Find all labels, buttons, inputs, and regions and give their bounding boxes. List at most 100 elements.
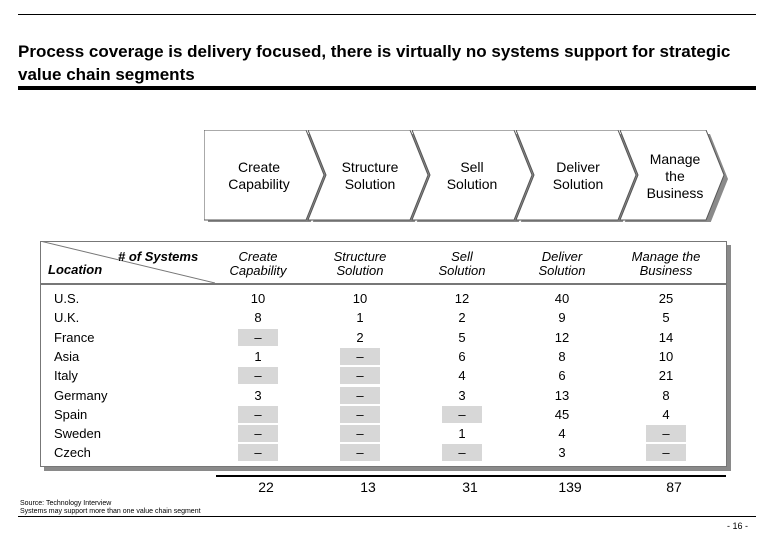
cell-value: –: [254, 445, 262, 460]
table-cell: –: [412, 405, 512, 424]
cell-value: 3: [558, 445, 566, 460]
table-cell: 10: [208, 289, 308, 308]
cell-value: 1: [458, 426, 466, 441]
cell-value: 10: [658, 349, 674, 364]
cell-value: 8: [662, 388, 670, 403]
table-cell: 8: [208, 308, 308, 327]
location-label: Spain: [54, 407, 88, 422]
col-header-structure-solution: Structure Solution: [333, 249, 387, 278]
table-cell: –: [310, 424, 410, 443]
table-cell: –: [310, 386, 410, 405]
location-axis-label: Location: [48, 262, 103, 277]
systems-axis-label: # of Systems: [118, 249, 199, 264]
location-label: Asia: [54, 349, 80, 364]
chevron-manage-business: Manage the Business: [646, 150, 704, 201]
table-cell: –: [310, 347, 410, 366]
source-line: Source: Technology Interview: [20, 500, 112, 507]
table-cell: –: [310, 366, 410, 385]
cell-value: 8: [254, 310, 262, 325]
table-cell: 4: [412, 366, 512, 385]
table-cell: –: [208, 366, 308, 385]
page-title: Process coverage is delivery focused, th…: [18, 42, 731, 84]
value-chain-chevrons: Create Capability Structure Solution Sel…: [204, 130, 732, 222]
cell-value: 2: [356, 330, 364, 345]
location-label: France: [54, 330, 95, 345]
location-label: U.S.: [54, 291, 80, 306]
table-cell: 5: [616, 308, 716, 327]
top-rule: [18, 14, 756, 15]
cell-value: 14: [658, 330, 674, 345]
cell-value: 1: [356, 310, 364, 325]
cell-value: 25: [658, 291, 674, 306]
cell-value: 13: [554, 388, 570, 403]
cell-value: –: [356, 445, 364, 460]
chevron-deliver-solution: Deliver Solution: [552, 159, 604, 192]
location-label: U.K.: [54, 310, 80, 325]
location-label: Czech: [54, 445, 91, 460]
table-cell: 6: [512, 366, 612, 385]
table-cell: 12: [412, 289, 512, 308]
cell-value: –: [254, 407, 262, 422]
table-cell: 13: [512, 386, 612, 405]
cell-value: 5: [458, 330, 466, 345]
table-cell: 3: [512, 443, 612, 462]
total-sell-solution: 31: [462, 479, 478, 495]
total-create-capability: 22: [258, 479, 274, 495]
table-cell: 21: [616, 366, 716, 385]
cell-value: 9: [558, 310, 566, 325]
cell-value: 6: [458, 349, 466, 364]
table-cell: 1: [208, 347, 308, 366]
cell-value: –: [458, 445, 466, 460]
total-structure-solution: 13: [360, 479, 376, 495]
table-cell: 6: [412, 347, 512, 366]
cell-value: 12: [554, 330, 570, 345]
cell-value: 3: [254, 388, 262, 403]
chevron-structure-solution: Structure Solution: [341, 159, 399, 192]
table-cell: 2: [310, 328, 410, 347]
chevron-sell-solution: Sell Solution: [446, 159, 498, 192]
cell-value: 4: [458, 368, 466, 383]
cell-value: 4: [662, 407, 670, 422]
table-cell: –: [208, 328, 308, 347]
cell-value: –: [254, 426, 262, 441]
table-cell: 4: [616, 405, 716, 424]
table-cell: 3: [208, 386, 308, 405]
location-label: Italy: [54, 368, 78, 383]
header-divider: [40, 283, 727, 285]
cell-value: 8: [558, 349, 566, 364]
cell-value: –: [356, 368, 364, 383]
cell-value: 10: [250, 291, 266, 306]
table-cell: –: [616, 443, 716, 462]
totals-rule: [216, 475, 726, 477]
cell-value: 1: [254, 349, 262, 364]
cell-value: –: [356, 349, 364, 364]
cell-value: –: [254, 368, 262, 383]
cell-value: –: [458, 407, 466, 422]
cell-value: –: [662, 445, 670, 460]
table-cell: 40: [512, 289, 612, 308]
cell-value: 6: [558, 368, 566, 383]
table-cell: –: [310, 405, 410, 424]
table-cell: 45: [512, 405, 612, 424]
table-cell: 14: [616, 328, 716, 347]
corner-diagonal: [40, 241, 215, 283]
table-cell: 10: [616, 347, 716, 366]
table-cell: –: [412, 443, 512, 462]
table-cell: 10: [310, 289, 410, 308]
cell-value: –: [356, 407, 364, 422]
cell-value: 2: [458, 310, 466, 325]
cell-value: 3: [458, 388, 466, 403]
title-underline: [18, 86, 756, 90]
col-header-sell-solution: Sell Solution: [438, 249, 486, 278]
chevron-shapes: [204, 130, 728, 222]
cell-value: –: [356, 426, 364, 441]
total-manage-business: 87: [666, 479, 682, 495]
cell-value: 10: [352, 291, 368, 306]
total-deliver-solution: 139: [558, 479, 582, 495]
col-header-manage-business: Manage the Business: [631, 249, 701, 278]
systems-table: [40, 241, 727, 467]
cell-value: –: [254, 330, 262, 345]
table-cell: –: [310, 443, 410, 462]
cell-value: 12: [454, 291, 470, 306]
cell-value: 5: [662, 310, 670, 325]
